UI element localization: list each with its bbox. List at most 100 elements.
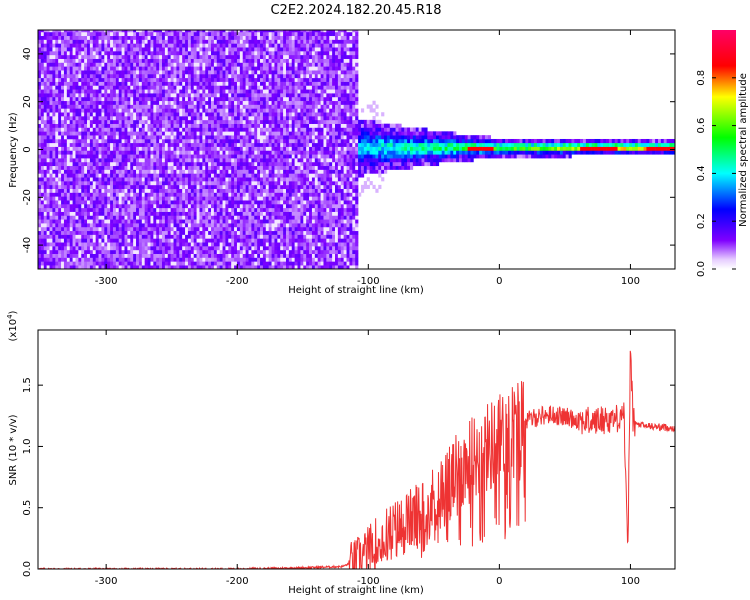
heatmap-cell — [84, 223, 88, 228]
heatmap-cell — [251, 265, 255, 269]
heatmap-cell — [248, 226, 252, 232]
heatmap-cell — [124, 238, 128, 243]
heatmap-cell — [124, 108, 128, 113]
heatmap-cell — [115, 30, 120, 33]
heatmap-cell — [222, 96, 226, 102]
heatmap-cell — [63, 51, 68, 56]
heatmap-cell — [138, 253, 143, 258]
heatmap-cell — [211, 196, 215, 201]
heatmap-cell — [211, 219, 215, 224]
heatmap-cell — [92, 142, 96, 147]
heatmap-cell — [236, 257, 241, 262]
heatmap-cell — [98, 31, 102, 37]
heatmap-cell — [161, 58, 166, 63]
heatmap-cell — [176, 146, 180, 151]
heatmap-cell — [219, 43, 223, 48]
heatmap-cell — [153, 188, 157, 193]
heatmap-cell — [228, 181, 232, 186]
heatmap-cell — [216, 261, 220, 266]
heatmap-cell — [89, 249, 94, 254]
heatmap-cell — [159, 54, 163, 59]
heatmap-cell — [150, 200, 154, 205]
heatmap-cell — [236, 66, 241, 71]
heatmap-cell — [89, 192, 94, 197]
heatmap-cell — [87, 192, 91, 197]
heatmap-cell — [199, 234, 203, 239]
heatmap-cell — [236, 211, 241, 216]
heatmap-cell — [115, 138, 120, 144]
heatmap-cell — [61, 203, 65, 209]
heatmap-cell — [213, 223, 218, 228]
heatmap-cell — [236, 207, 241, 212]
heatmap-cell — [164, 165, 169, 170]
heatmap-cell — [179, 43, 183, 48]
heatmap-cell — [170, 100, 174, 105]
heatmap-cell — [167, 119, 171, 124]
heatmap-cell — [179, 184, 183, 189]
heatmap-cell — [185, 188, 189, 193]
heatmap-cell — [176, 150, 180, 155]
heatmap-cell — [150, 73, 154, 79]
heatmap-cell — [257, 119, 261, 124]
heatmap-cell — [257, 158, 261, 163]
heatmap-cell — [236, 70, 241, 75]
heatmap-cell — [257, 77, 261, 82]
heatmap-cell — [118, 169, 122, 174]
heatmap-cell — [72, 249, 76, 254]
heatmap-cell — [257, 51, 261, 56]
heatmap-cell — [69, 108, 73, 113]
heatmap-cell — [75, 108, 79, 113]
heatmap-cell — [248, 58, 252, 63]
heatmap-cell — [40, 207, 45, 212]
heatmap-cell — [248, 81, 252, 86]
heatmap-cell — [43, 154, 47, 159]
heatmap-cell — [52, 58, 56, 63]
heatmap-cell — [159, 70, 163, 75]
heatmap-cell — [75, 169, 79, 174]
heatmap-cell — [75, 58, 79, 63]
heatmap-cell — [144, 165, 148, 170]
heatmap-cell — [63, 261, 68, 266]
heatmap-cell — [205, 200, 209, 205]
heatmap-cell — [161, 184, 166, 189]
heatmap-cell — [72, 200, 76, 205]
heatmap-cell — [231, 203, 235, 209]
heatmap-cell — [92, 192, 96, 197]
heatmap-cell — [63, 211, 68, 216]
heatmap-cell — [107, 211, 111, 216]
heatmap-cell — [52, 173, 56, 178]
heatmap-cell — [159, 104, 163, 109]
heatmap-cell — [254, 173, 258, 178]
heatmap-cell — [213, 184, 218, 189]
heatmap-cell — [43, 54, 47, 59]
heatmap-cell — [141, 70, 145, 75]
heatmap-cell — [239, 54, 244, 59]
heatmap-cell — [193, 142, 197, 147]
heatmap-cell — [101, 150, 105, 155]
heatmap-cell — [124, 219, 128, 224]
heatmap-cell — [251, 169, 255, 174]
heatmap-cell — [164, 219, 169, 224]
heatmap-cell — [182, 242, 186, 247]
heatmap-cell — [164, 77, 169, 82]
heatmap-cell — [213, 116, 218, 121]
heatmap-cell — [239, 85, 244, 90]
heatmap-cell — [219, 119, 223, 124]
heatmap-cell — [236, 173, 241, 178]
heatmap-cell — [87, 249, 91, 254]
heatmap-cell — [182, 89, 186, 94]
heatmap-cell — [196, 165, 200, 170]
heatmap-cell — [170, 177, 174, 182]
heatmap-cell — [182, 253, 186, 258]
heatmap-cell — [107, 104, 111, 109]
heatmap-cell — [170, 154, 174, 159]
heatmap-cell — [173, 54, 177, 59]
heatmap-cell — [193, 89, 197, 94]
heatmap-cell — [245, 142, 249, 147]
heatmap-cell — [124, 30, 128, 33]
heatmap-cell — [228, 200, 232, 205]
heatmap-cell — [43, 96, 47, 102]
heatmap-cell — [95, 146, 99, 151]
heatmap-cell — [43, 112, 47, 117]
heatmap-cell — [98, 70, 102, 75]
